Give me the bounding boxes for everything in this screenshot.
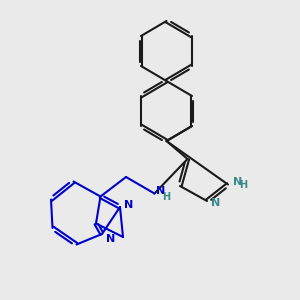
Text: H: H — [162, 191, 170, 202]
Text: N: N — [212, 197, 220, 208]
Text: N: N — [233, 177, 242, 187]
Text: H: H — [239, 180, 248, 190]
Text: N: N — [106, 234, 115, 244]
Text: N: N — [124, 200, 133, 210]
Text: N: N — [157, 186, 166, 196]
